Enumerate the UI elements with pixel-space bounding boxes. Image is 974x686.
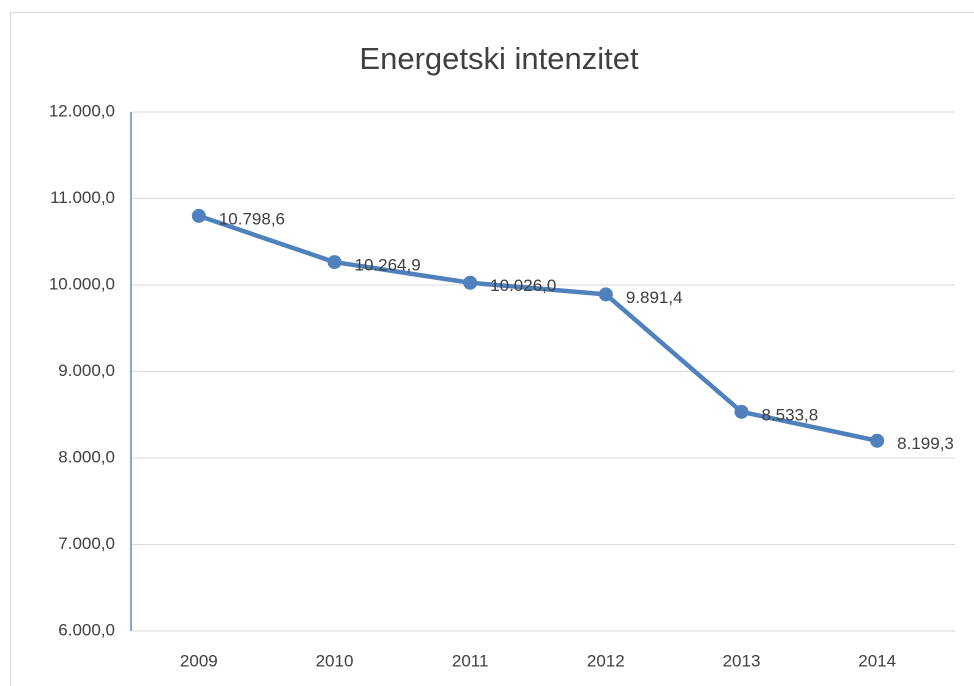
- data-point: [327, 255, 342, 270]
- data-point: [870, 433, 885, 448]
- data-label: 10.026,0: [490, 276, 556, 295]
- data-label: 8.199,3: [897, 434, 954, 453]
- data-label: 10.798,6: [219, 209, 285, 228]
- data-point: [734, 404, 749, 419]
- y-tick-label: 9.000,0: [58, 361, 115, 380]
- x-tick-label: 2011: [452, 651, 489, 670]
- data-label: 9.891,4: [626, 288, 683, 307]
- x-tick-label: 2010: [316, 651, 354, 670]
- y-tick-label: 12.000,0: [49, 101, 115, 120]
- data-line: [198, 213, 878, 443]
- data-point: [191, 208, 206, 223]
- y-tick-label: 10.000,0: [49, 274, 115, 293]
- y-tick-label: 11.000,0: [50, 188, 115, 207]
- data-point: [598, 287, 613, 302]
- chart-title: Energetski intenzitet: [359, 41, 639, 76]
- data-label: 8.533,8: [762, 405, 819, 424]
- x-tick-label: 2014: [858, 651, 896, 670]
- data-label: 10.264,9: [355, 256, 421, 275]
- x-tick-label: 2012: [587, 651, 625, 670]
- chart-border: [10, 12, 974, 686]
- y-tick-label: 7.000,0: [58, 534, 115, 553]
- x-tick-label: 2013: [723, 651, 761, 670]
- y-tick-label: 6.000,0: [58, 620, 115, 639]
- y-tick-label: 8.000,0: [58, 447, 115, 466]
- data-point: [463, 275, 478, 290]
- x-tick-label: 2009: [180, 651, 218, 670]
